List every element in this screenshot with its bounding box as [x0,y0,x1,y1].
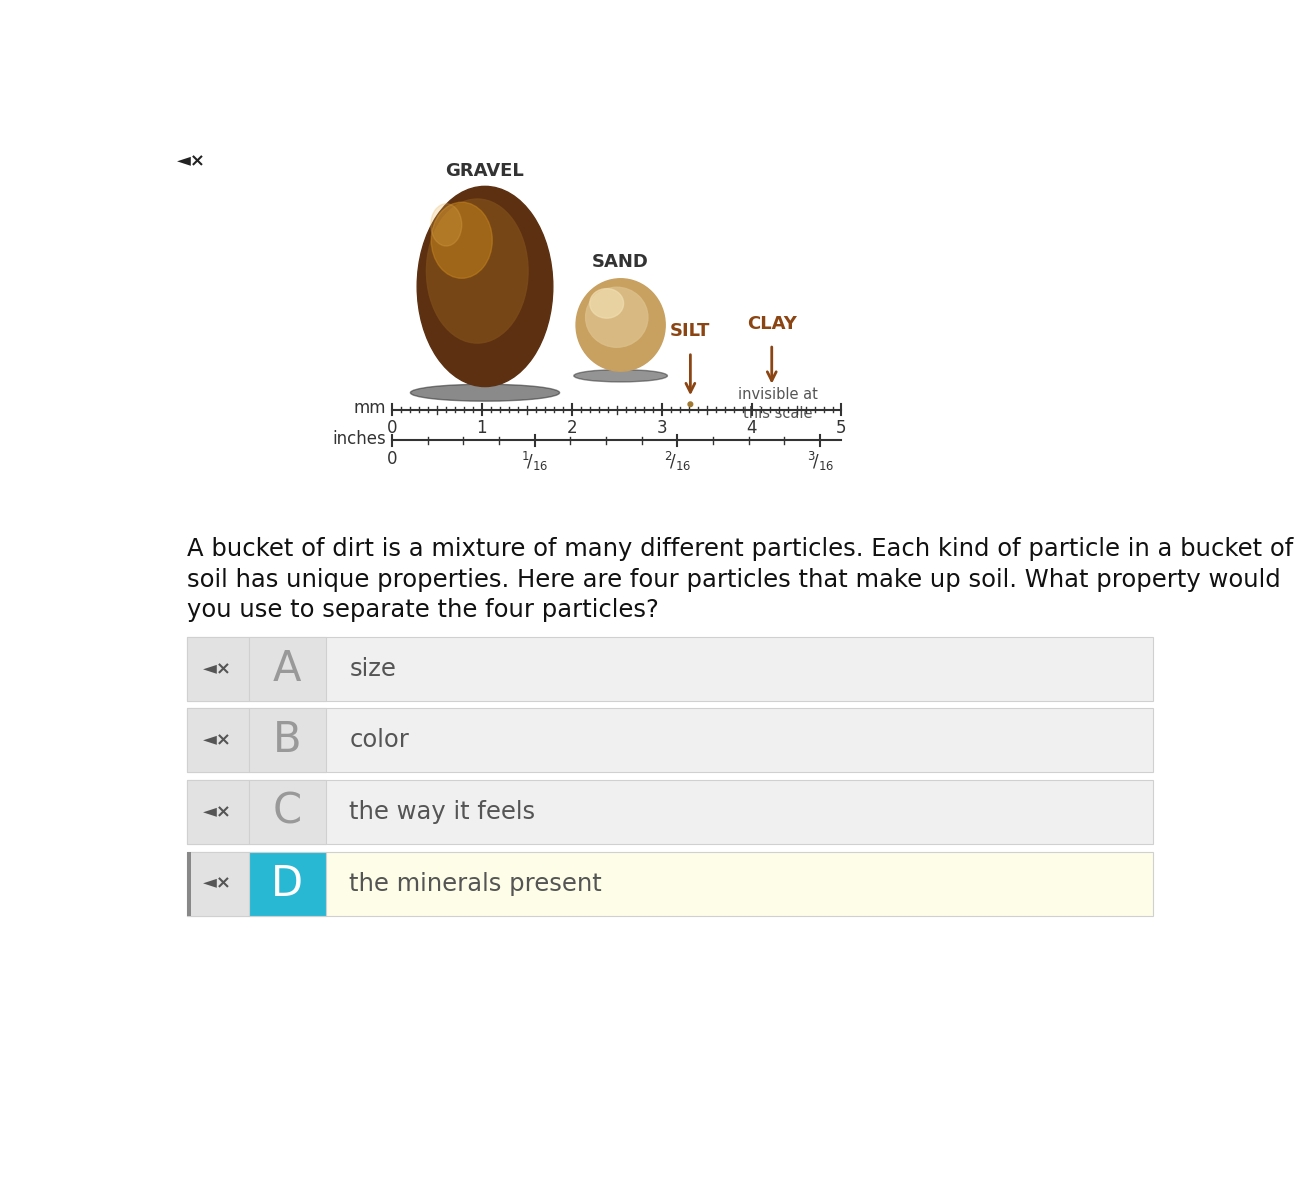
Text: soil has unique properties. Here are four particles that make up soil. What prop: soil has unique properties. Here are fou… [187,568,1281,592]
FancyBboxPatch shape [248,780,327,844]
FancyBboxPatch shape [187,852,191,916]
FancyBboxPatch shape [248,852,327,916]
Text: ◄×: ◄× [203,660,233,678]
Text: ◄×: ◄× [203,731,233,749]
Text: 0: 0 [387,450,397,468]
Ellipse shape [576,278,665,371]
FancyBboxPatch shape [248,708,327,773]
Text: invisible at
this scale: invisible at this scale [738,386,818,421]
Ellipse shape [589,289,623,318]
Text: inches: inches [332,430,386,448]
FancyBboxPatch shape [187,708,1153,773]
FancyBboxPatch shape [187,637,248,701]
Text: C: C [273,791,302,833]
Ellipse shape [410,384,559,401]
Text: $\mathregular{^3\!/_{16}}$: $\mathregular{^3\!/_{16}}$ [806,450,834,473]
FancyBboxPatch shape [187,780,248,844]
Circle shape [687,402,693,407]
Text: 2: 2 [566,419,578,437]
Text: GRAVEL: GRAVEL [446,162,524,180]
Text: B: B [273,719,302,761]
Text: D: D [272,863,303,905]
FancyBboxPatch shape [187,637,1153,701]
Text: SAND: SAND [592,253,650,271]
Text: the minerals present: the minerals present [349,871,603,895]
Text: A bucket of dirt is a mixture of many different particles. Each kind of particle: A bucket of dirt is a mixture of many di… [187,536,1293,560]
Text: mm: mm [353,400,386,418]
Text: ◄×: ◄× [178,152,207,170]
Text: 0: 0 [387,419,397,437]
Text: ◄×: ◄× [203,803,233,821]
Text: $\mathregular{^2\!/_{16}}$: $\mathregular{^2\!/_{16}}$ [664,450,691,473]
FancyBboxPatch shape [187,780,1153,844]
Text: 4: 4 [746,419,757,437]
Text: color: color [349,728,409,752]
Text: $\mathregular{^1\!/_{16}}$: $\mathregular{^1\!/_{16}}$ [521,450,549,473]
Text: 5: 5 [836,419,847,437]
FancyBboxPatch shape [248,637,327,701]
Text: the way it feels: the way it feels [349,800,536,824]
Text: 1: 1 [477,419,488,437]
Text: you use to separate the four particles?: you use to separate the four particles? [187,599,659,623]
Text: size: size [349,656,396,680]
Text: SILT: SILT [670,323,711,341]
Ellipse shape [431,203,493,278]
Text: A: A [273,648,302,690]
Ellipse shape [431,204,461,246]
Text: ◄×: ◄× [203,875,233,893]
Ellipse shape [426,199,528,343]
FancyBboxPatch shape [187,708,248,773]
FancyBboxPatch shape [187,852,1153,916]
Ellipse shape [586,287,648,347]
Ellipse shape [417,186,553,386]
Text: 3: 3 [656,419,667,437]
Text: CLAY: CLAY [746,314,797,332]
FancyBboxPatch shape [187,852,248,916]
Ellipse shape [574,370,668,382]
